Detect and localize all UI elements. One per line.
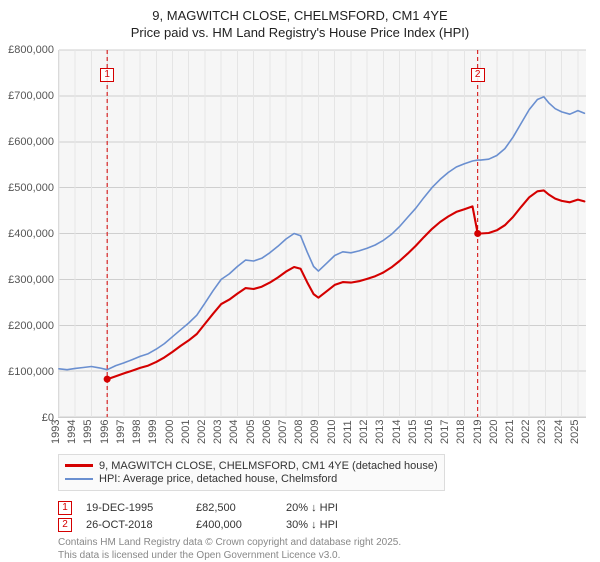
legend-label: HPI: Average price, detached house, Chel… bbox=[99, 473, 337, 485]
y-tick-label: £400,000 bbox=[8, 228, 54, 240]
x-tick-label: 2010 bbox=[326, 419, 338, 443]
sale-marker: 1 bbox=[100, 68, 114, 82]
x-tick-label: 1993 bbox=[50, 419, 62, 443]
footnote: Contains HM Land Registry data © Crown c… bbox=[58, 536, 590, 562]
sales-marker-box: 2 bbox=[58, 518, 72, 532]
x-tick-label: 2021 bbox=[504, 419, 516, 443]
x-tick-label: 2000 bbox=[164, 419, 176, 443]
x-tick-label: 2009 bbox=[309, 419, 321, 443]
sales-price: £400,000 bbox=[196, 519, 286, 531]
sales-marker-box: 1 bbox=[58, 501, 72, 515]
y-axis: £0£100,000£200,000£300,000£400,000£500,0… bbox=[10, 50, 56, 418]
footnote-line1: Contains HM Land Registry data © Crown c… bbox=[58, 536, 590, 549]
x-tick-label: 2003 bbox=[212, 419, 224, 443]
legend-item: HPI: Average price, detached house, Chel… bbox=[65, 473, 438, 485]
y-tick-label: £200,000 bbox=[8, 320, 54, 332]
x-tick-label: 2018 bbox=[455, 419, 467, 443]
x-tick-label: 2002 bbox=[196, 419, 208, 443]
x-tick-label: 2006 bbox=[261, 419, 273, 443]
x-tick-label: 1997 bbox=[115, 419, 127, 443]
chart-container: £0£100,000£200,000£300,000£400,000£500,0… bbox=[10, 46, 590, 446]
x-tick-label: 2008 bbox=[293, 419, 305, 443]
sale-marker: 2 bbox=[471, 68, 485, 82]
x-tick-label: 2014 bbox=[391, 419, 403, 443]
sales-delta: 20% ↓ HPI bbox=[286, 502, 376, 514]
chart-title-line1: 9, MAGWITCH CLOSE, CHELMSFORD, CM1 4YE bbox=[10, 8, 590, 25]
x-tick-label: 2025 bbox=[569, 419, 581, 443]
x-tick-label: 2004 bbox=[228, 419, 240, 443]
x-tick-label: 2005 bbox=[245, 419, 257, 443]
x-tick-label: 1996 bbox=[99, 419, 111, 443]
plot-area: 12 bbox=[58, 50, 586, 418]
chart-title-line2: Price paid vs. HM Land Registry's House … bbox=[10, 25, 590, 42]
legend-label: 9, MAGWITCH CLOSE, CHELMSFORD, CM1 4YE (… bbox=[99, 460, 438, 472]
x-tick-label: 2019 bbox=[472, 419, 484, 443]
sales-table: 1 19-DEC-1995£82,50020% ↓ HPI 2 26-OCT-2018… bbox=[58, 501, 590, 532]
x-tick-label: 2013 bbox=[374, 419, 386, 443]
x-tick-label: 2015 bbox=[407, 419, 419, 443]
x-tick-label: 1995 bbox=[82, 419, 94, 443]
x-tick-label: 1994 bbox=[66, 419, 78, 443]
sales-date: 19-DEC-1995 bbox=[86, 502, 196, 514]
x-axis: 1993199419951996199719981999200020012002… bbox=[58, 418, 586, 446]
y-tick-label: £800,000 bbox=[8, 44, 54, 56]
legend-swatch bbox=[65, 464, 93, 467]
y-tick-label: £700,000 bbox=[8, 90, 54, 102]
x-tick-label: 2001 bbox=[180, 419, 192, 443]
x-tick-label: 2024 bbox=[553, 419, 565, 443]
sales-date: 26-OCT-2018 bbox=[86, 519, 196, 531]
x-tick-label: 2023 bbox=[536, 419, 548, 443]
legend-swatch bbox=[65, 478, 93, 480]
sales-row: 2 26-OCT-2018£400,00030% ↓ HPI bbox=[58, 518, 590, 532]
x-tick-label: 2012 bbox=[358, 419, 370, 443]
y-tick-label: £500,000 bbox=[8, 182, 54, 194]
x-tick-label: 2017 bbox=[439, 419, 451, 443]
y-tick-label: £100,000 bbox=[8, 366, 54, 378]
chart-title-block: 9, MAGWITCH CLOSE, CHELMSFORD, CM1 4YE P… bbox=[10, 8, 590, 42]
legend: 9, MAGWITCH CLOSE, CHELMSFORD, CM1 4YE (… bbox=[58, 454, 445, 491]
x-tick-label: 2016 bbox=[423, 419, 435, 443]
x-tick-label: 2007 bbox=[277, 419, 289, 443]
sales-delta: 30% ↓ HPI bbox=[286, 519, 376, 531]
sales-row: 1 19-DEC-1995£82,50020% ↓ HPI bbox=[58, 501, 590, 515]
y-tick-label: £600,000 bbox=[8, 136, 54, 148]
x-tick-label: 1998 bbox=[131, 419, 143, 443]
x-tick-label: 2022 bbox=[520, 419, 532, 443]
x-tick-label: 2011 bbox=[342, 420, 354, 444]
legend-item: 9, MAGWITCH CLOSE, CHELMSFORD, CM1 4YE (… bbox=[65, 460, 438, 472]
x-tick-label: 2020 bbox=[488, 419, 500, 443]
sales-price: £82,500 bbox=[196, 502, 286, 514]
y-tick-label: £300,000 bbox=[8, 274, 54, 286]
x-tick-label: 1999 bbox=[147, 419, 159, 443]
